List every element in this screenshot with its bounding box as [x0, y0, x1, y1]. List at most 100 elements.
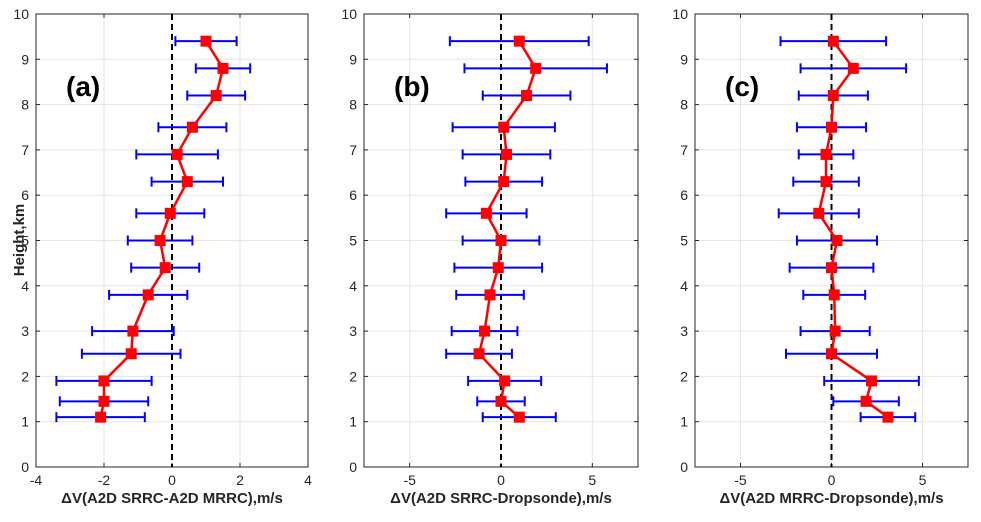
y-tick-label: 6 [349, 187, 357, 203]
data-point [847, 62, 859, 74]
data-point [829, 325, 841, 337]
data-point [171, 148, 183, 160]
y-tick-label: 3 [21, 323, 29, 339]
data-point [98, 375, 110, 387]
data-point [142, 289, 154, 301]
y-tick-label: 8 [349, 97, 357, 113]
y-tick-label: 5 [21, 233, 29, 249]
data-point [484, 289, 496, 301]
panel-b: -5 0 5 0 1 2 3 4 5 6 7 8 9 10 (b) ΔV(A2D SRRC-Dropsonde… [341, 6, 639, 507]
data-point [530, 62, 542, 74]
data-point [521, 90, 533, 102]
y-tick-label: 9 [680, 51, 688, 67]
y-tick-label: 10 [341, 6, 357, 22]
panel-label: (a) [66, 71, 100, 102]
y-tick-label: 10 [672, 6, 688, 22]
y-tick-label: 3 [680, 323, 688, 339]
data-point [820, 148, 832, 160]
y-tick-label: 1 [21, 414, 29, 430]
data-point [866, 375, 878, 387]
data-point [154, 235, 166, 246]
data-point [498, 121, 510, 133]
x-tick-label: -4 [30, 472, 43, 488]
data-point [495, 235, 507, 246]
x-axis-label: ΔV(A2D MRRC-Dropsonde),m/s [719, 490, 943, 507]
y-tick-label: 9 [349, 51, 357, 67]
y-tick-label: 4 [21, 278, 29, 294]
data-point [813, 207, 825, 219]
y-tick-label: 1 [349, 414, 357, 430]
x-tick-label: -2 [98, 472, 111, 488]
x-tick-label: 0 [497, 472, 505, 488]
y-tick-label: 6 [21, 187, 29, 203]
y-tick-label: 4 [349, 278, 357, 294]
data-point [492, 262, 504, 274]
x-axis-label: ΔV(A2D SRRC-A2D MRRC),m/s [61, 490, 283, 507]
y-tick-label: 8 [21, 97, 29, 113]
data-point [495, 395, 507, 407]
data-point [127, 325, 139, 337]
data-point [498, 176, 510, 188]
y-axis-label: Height,km [11, 204, 28, 277]
data-point [164, 207, 176, 219]
data-point [479, 325, 491, 337]
data-point [98, 395, 110, 407]
y-tick-label: 6 [680, 187, 688, 203]
y-tick-label: 5 [680, 233, 688, 249]
data-point [827, 35, 839, 47]
y-tick-label: 0 [21, 459, 29, 475]
x-tick-label: 2 [236, 472, 244, 488]
y-tick-label: 4 [680, 278, 688, 294]
y-tick-label: 7 [349, 142, 357, 158]
data-point [217, 62, 229, 74]
y-tick-label: 5 [349, 233, 357, 249]
x-tick-label: 0 [828, 472, 836, 488]
y-tick-label: 3 [349, 323, 357, 339]
data-point [473, 348, 485, 360]
data-point [827, 90, 839, 102]
data-point [200, 35, 212, 47]
data-point [500, 148, 512, 160]
y-tick-label: 9 [21, 51, 29, 67]
x-tick-label: -5 [403, 472, 416, 488]
y-tick-label: 8 [680, 97, 688, 113]
data-point [826, 121, 837, 133]
profile-line [99, 40, 225, 418]
x-tick-label: -5 [734, 472, 747, 488]
panel-a: -4 -2 0 2 4 0 1 2 3 4 5 6 7 8 9 10 (a) ΔV(A2D SRRC-A2D MR… [13, 6, 312, 507]
y-tick-label: 7 [680, 142, 688, 158]
data-point [826, 262, 837, 274]
y-tick-label: 2 [680, 368, 688, 384]
x-tick-label: 5 [588, 472, 596, 488]
data-point [210, 90, 222, 102]
panel-label: (c) [725, 71, 759, 102]
x-tick-label: 5 [919, 472, 927, 488]
data-point [831, 235, 843, 246]
data-point [125, 348, 137, 360]
y-tick-label: 7 [21, 142, 29, 158]
data-point [820, 176, 832, 188]
data-point [513, 35, 525, 47]
panel-c: -5 0 5 0 1 2 3 4 5 6 7 8 9 10 (c) ΔV(A2D MRRC-Dropsonde… [672, 6, 969, 507]
data-point [480, 207, 492, 219]
y-tick-label: 0 [349, 459, 357, 475]
y-tick-label: 0 [680, 459, 688, 475]
y-tick-label: 1 [680, 414, 688, 430]
data-point [181, 176, 193, 188]
panel-label: (b) [394, 71, 430, 102]
data-point [186, 121, 198, 133]
data-point [513, 411, 525, 423]
y-tick-label: 2 [21, 368, 29, 384]
y-tick-label: 2 [349, 368, 357, 384]
data-point [95, 411, 107, 423]
data-point [826, 348, 837, 360]
data-point [828, 289, 840, 301]
data-point [882, 411, 894, 423]
data-point [499, 375, 511, 387]
x-tick-label: 0 [168, 472, 176, 488]
data-point [860, 395, 872, 407]
x-axis-label: ΔV(A2D SRRC-Dropsonde),m/s [390, 490, 612, 507]
data-point [159, 262, 171, 274]
x-tick-label: 4 [304, 472, 312, 488]
